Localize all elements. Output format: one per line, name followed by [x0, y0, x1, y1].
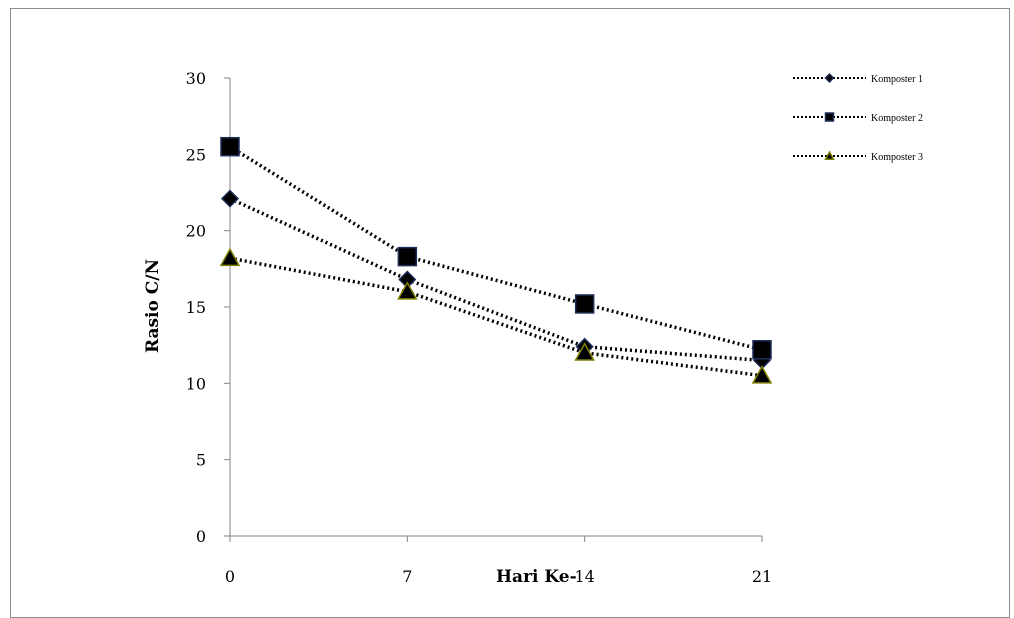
- series-line: [229, 256, 763, 378]
- x-tick-label: 7: [402, 567, 412, 586]
- data-point: [397, 246, 418, 267]
- legend-marker: [824, 150, 835, 160]
- data-point: [220, 189, 240, 208]
- x-axis-title: Hari Ke-: [496, 567, 577, 587]
- data-point: [751, 365, 773, 384]
- series-line: [229, 145, 763, 352]
- data-point: [397, 281, 418, 300]
- legend-marker: [824, 72, 835, 84]
- data-point: [574, 342, 595, 361]
- chart-frame: [10, 8, 1010, 618]
- legend-entry: Komposter 1: [793, 72, 923, 85]
- y-tick-label: 5: [196, 451, 206, 470]
- legend-entry: Komposter 2: [793, 112, 923, 124]
- y-tick-label: 20: [186, 222, 206, 241]
- y-tick-label: 10: [186, 374, 206, 393]
- data-point: [574, 294, 595, 314]
- y-tick-label: 30: [186, 69, 206, 88]
- y-axis-title: Rasio C/N: [143, 259, 163, 353]
- data-point: [219, 247, 241, 267]
- x-tick-label: 21: [752, 567, 772, 586]
- series-2: [220, 136, 772, 360]
- y-tick-label: 15: [186, 298, 206, 317]
- data-point: [220, 136, 240, 157]
- legend-label: Komposter 2: [871, 113, 923, 124]
- legend-label: Komposter 3: [871, 152, 923, 163]
- x-tick-label: 14: [574, 567, 594, 586]
- x-tick-label: 0: [225, 567, 235, 586]
- series-3: [219, 247, 773, 384]
- axes: 0 5 10 15 20 25 30 0 7 14 21: [186, 69, 773, 586]
- legend-entry: Komposter 3: [793, 150, 923, 163]
- series-layer: [219, 136, 773, 384]
- legend-label: Komposter 1: [871, 74, 923, 85]
- legend-marker: [824, 112, 835, 122]
- data-point: [752, 339, 772, 360]
- y-tick-label: 25: [186, 145, 206, 164]
- legend: Komposter 1 Komposter 2 Komposter 3: [793, 72, 923, 163]
- y-tick-label: 0: [196, 527, 206, 546]
